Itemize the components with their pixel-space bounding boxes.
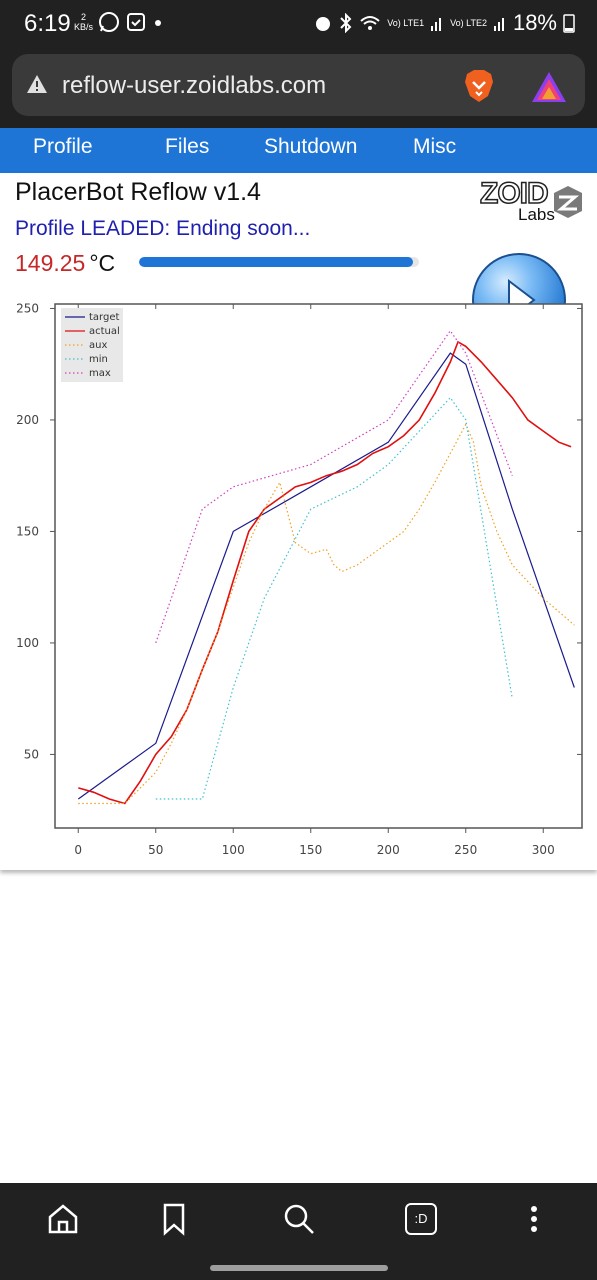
address-bar[interactable]: reflow-user.zoidlabs.com: [12, 54, 585, 116]
legend-label-max: max: [89, 368, 111, 379]
temperature-readout: 149.25 °C: [15, 250, 115, 277]
lte2-label: Vo) LTE2: [450, 17, 487, 28]
top-nav: Profile Files Shutdown Misc: [0, 128, 597, 173]
nav-misc[interactable]: Misc: [413, 135, 457, 158]
clock: 6:19: [24, 10, 71, 37]
y-tick-label: 200: [16, 413, 39, 427]
url-text[interactable]: reflow-user.zoidlabs.com: [62, 72, 327, 99]
temperature-value: 149.25: [15, 250, 86, 276]
series-aux-line: [78, 423, 575, 805]
nav-profile[interactable]: Profile: [33, 135, 93, 158]
logo-text-top: ZOID: [479, 176, 549, 211]
y-tick-label: 150: [16, 524, 39, 538]
battery-icon: [563, 14, 575, 33]
series-actual-line: [78, 340, 572, 805]
page-title: PlacerBot Reflow v1.4: [15, 178, 261, 206]
nav-files[interactable]: Files: [165, 135, 210, 158]
signal-icon: [431, 18, 442, 31]
home-icon[interactable]: [45, 1201, 81, 1237]
signal-icon: [493, 18, 504, 31]
calendar-icon: [127, 13, 145, 31]
temperature-unit: °C: [89, 250, 116, 276]
browser-toolbar: reflow-user.zoidlabs.com: [0, 50, 597, 128]
legend-label-min: min: [89, 354, 108, 365]
x-tick-label: 250: [454, 843, 477, 857]
whatsapp-icon: [99, 12, 119, 32]
brave-lion-icon[interactable]: [462, 68, 496, 104]
x-tick-label: 300: [532, 843, 555, 857]
series-max-line: [155, 329, 513, 644]
progress-fill: [139, 257, 414, 267]
legend-label-aux: aux: [89, 340, 107, 351]
y-tick-label: 250: [16, 301, 39, 315]
tabs-icon[interactable]: :D: [405, 1203, 437, 1235]
brave-rewards-icon[interactable]: [530, 70, 568, 104]
browser-bottom-bar: :D: [0, 1183, 597, 1280]
bluetooth-icon: [340, 13, 352, 33]
series-min-line: [155, 396, 513, 800]
menu-dots-icon[interactable]: [516, 1201, 552, 1237]
x-tick-label: 100: [222, 843, 245, 857]
series-target-line: [77, 352, 575, 800]
temperature-chart: 0 50 100 150 200 250 300 50 100 150 200 250 target ac…: [16, 301, 583, 857]
wifi-icon: [360, 16, 380, 30]
logo-cube-icon: [554, 186, 582, 218]
x-tick-label: 0: [74, 843, 82, 857]
logo-text-bottom: Labs: [518, 205, 555, 224]
status-bar: 6:19 2 KB/s Vo) LTE1 Vo) LTE2 18%: [0, 0, 597, 50]
x-tick-label: 50: [148, 843, 163, 857]
y-tick-label: 100: [16, 636, 39, 650]
tabs-label: :D: [414, 1211, 428, 1226]
net-speed: 2 KB/s: [74, 12, 94, 32]
x-tick-label: 150: [299, 843, 322, 857]
alarm-icon: [316, 17, 331, 31]
zoid-labs-logo: ZOID Labs: [479, 176, 585, 225]
warning-icon[interactable]: [26, 74, 48, 94]
nav-shutdown[interactable]: Shutdown: [264, 135, 358, 158]
battery-percent: 18%: [512, 10, 557, 35]
reflow-card: PlacerBot Reflow v1.4 Profile LEADED: En…: [0, 173, 597, 870]
plot-frame: [54, 303, 583, 829]
home-indicator[interactable]: [210, 1265, 388, 1271]
dot-icon: [155, 20, 161, 26]
y-tick-label: 50: [24, 747, 39, 761]
progress-bar: [139, 257, 419, 267]
bookmark-icon[interactable]: [156, 1201, 192, 1237]
search-icon[interactable]: [281, 1201, 317, 1237]
lte1-label: Vo) LTE1: [387, 17, 425, 28]
legend-label-actual: actual: [89, 326, 120, 337]
legend-label-target: target: [89, 312, 119, 323]
profile-status: Profile LEADED: Ending soon...: [15, 217, 311, 240]
x-tick-label: 200: [377, 843, 400, 857]
legend-box: [61, 308, 123, 382]
